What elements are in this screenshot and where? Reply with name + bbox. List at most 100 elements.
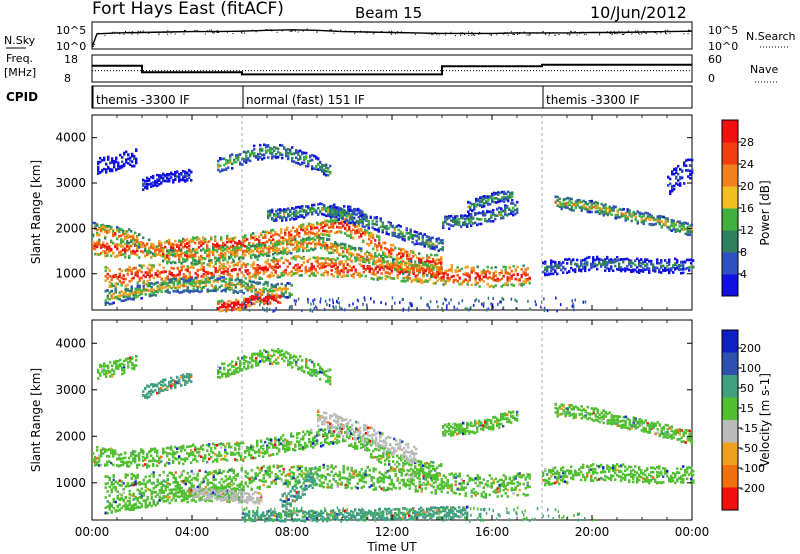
scatter-cell bbox=[300, 224, 303, 228]
scatter-cell bbox=[280, 231, 283, 235]
scatter-cell bbox=[100, 227, 103, 231]
scatter-cell bbox=[250, 263, 253, 267]
noise-point bbox=[290, 29, 292, 31]
scatter-cell bbox=[222, 246, 225, 249]
scatter-cell bbox=[362, 267, 365, 270]
scatter-cell bbox=[160, 281, 163, 285]
scatter-cell bbox=[268, 263, 271, 266]
scatter-cell bbox=[218, 268, 221, 272]
scatter-cell bbox=[196, 276, 199, 279]
scatter-cell bbox=[172, 244, 175, 247]
scatter-cell bbox=[198, 268, 201, 272]
noise-point bbox=[616, 31, 618, 33]
scatter-cell bbox=[134, 243, 137, 247]
noise-point bbox=[142, 30, 144, 32]
scatter-cell bbox=[361, 221, 364, 224]
scatter-cell bbox=[274, 241, 277, 244]
scatter-cell bbox=[226, 282, 229, 286]
noise-point bbox=[316, 31, 318, 33]
noise-point bbox=[502, 33, 504, 34]
scatter-cell bbox=[132, 238, 135, 242]
scatter-cell bbox=[98, 238, 101, 242]
scatter-cell bbox=[258, 271, 261, 274]
scatter-cell bbox=[114, 295, 117, 299]
scatter-cell bbox=[378, 263, 381, 267]
scatter-cell bbox=[192, 236, 195, 239]
scatter-cell bbox=[580, 209, 583, 212]
scatter-cell bbox=[255, 300, 258, 303]
noise-point bbox=[377, 31, 379, 33]
scatter-cell bbox=[314, 245, 317, 248]
scatter-cell bbox=[160, 283, 163, 287]
scatter-cell bbox=[312, 272, 315, 275]
scatter-cell bbox=[278, 239, 281, 243]
scatter-cell bbox=[494, 270, 497, 273]
scatter-cell bbox=[480, 278, 483, 281]
scatter-cell bbox=[92, 247, 95, 250]
scatter-cell bbox=[288, 237, 291, 240]
scatter-cell bbox=[120, 228, 123, 231]
noise-point bbox=[218, 32, 220, 33]
scatter-cell bbox=[310, 267, 313, 271]
scatter-cell bbox=[234, 290, 237, 293]
scatter-cell bbox=[384, 252, 387, 256]
scatter-cell bbox=[388, 250, 391, 254]
scatter-cell bbox=[428, 271, 431, 274]
scatter-cell bbox=[345, 218, 348, 222]
scatter-cell bbox=[124, 284, 127, 288]
scatter-cell bbox=[296, 255, 299, 258]
scatter-cell bbox=[292, 235, 295, 239]
scatter-cell bbox=[152, 265, 155, 269]
noise-point bbox=[92, 48, 93, 50]
scatter-cell bbox=[259, 296, 262, 300]
scatter-cell bbox=[286, 226, 289, 230]
scatter-cell bbox=[104, 275, 107, 278]
scatter-cell bbox=[648, 267, 651, 270]
scatter-cell bbox=[231, 167, 234, 170]
scatter-cell bbox=[184, 279, 187, 283]
scatter-cell bbox=[224, 258, 227, 261]
scatter-cell bbox=[434, 253, 437, 257]
scatter-cell bbox=[258, 243, 261, 246]
noise-point bbox=[238, 31, 239, 33]
scatter-cell bbox=[110, 302, 113, 306]
scatter-cell bbox=[372, 236, 375, 240]
scatter-cell bbox=[456, 269, 459, 273]
scatter-cell bbox=[130, 285, 133, 289]
scatter-cell bbox=[196, 260, 199, 263]
scatter-cell bbox=[234, 241, 237, 244]
scatter-cell bbox=[186, 281, 189, 285]
scatter-cell bbox=[180, 262, 183, 265]
noise-point bbox=[445, 32, 447, 34]
scatter-cell bbox=[268, 251, 271, 254]
scatter-cell bbox=[464, 220, 467, 224]
noise-point bbox=[137, 33, 139, 35]
scatter-cell bbox=[242, 284, 245, 287]
scatter-cell bbox=[272, 247, 275, 250]
scatter-cell bbox=[292, 256, 295, 260]
scatter-cell bbox=[182, 252, 185, 255]
scatter-cell bbox=[556, 272, 559, 276]
scatter-cell bbox=[96, 252, 99, 256]
noise-point bbox=[167, 33, 169, 35]
scatter-cell bbox=[356, 258, 359, 261]
scatter-cell bbox=[346, 263, 349, 267]
scatter-cell bbox=[424, 262, 427, 265]
noise-point bbox=[292, 30, 294, 32]
scatter-cell bbox=[466, 265, 469, 269]
scatter-cell bbox=[326, 273, 329, 277]
scatter-cell bbox=[240, 279, 243, 282]
scatter-cell bbox=[166, 277, 169, 281]
scatter-cell bbox=[356, 225, 359, 228]
scatter-cell bbox=[376, 246, 379, 249]
noise-point bbox=[380, 31, 382, 33]
scatter-cell bbox=[304, 247, 307, 250]
scatter-cell bbox=[322, 262, 325, 266]
scatter-cell bbox=[194, 248, 197, 252]
noise-point bbox=[635, 32, 637, 33]
scatter-cell bbox=[236, 242, 239, 245]
scatter-cell bbox=[166, 284, 169, 288]
noise-point bbox=[548, 32, 550, 33]
scatter-cell bbox=[376, 249, 379, 252]
scatter-cell bbox=[168, 249, 171, 252]
